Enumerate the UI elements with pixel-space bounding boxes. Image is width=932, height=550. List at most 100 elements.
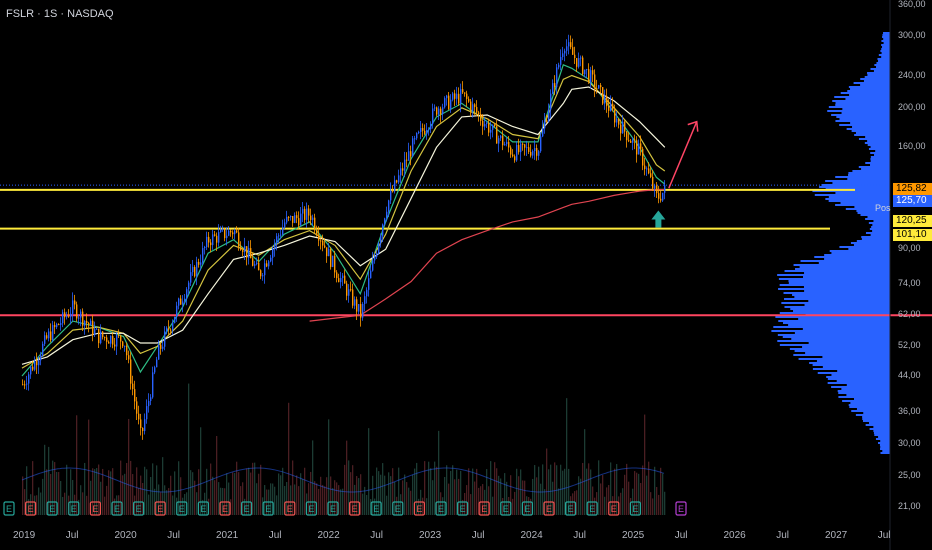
earnings-marker-frame [457, 501, 469, 516]
volume-bar [412, 474, 414, 515]
volume-bar [432, 480, 434, 515]
candle-body [268, 261, 270, 267]
earnings-marker[interactable]: E [457, 501, 469, 516]
volume-profile-bar [841, 388, 890, 390]
time-tick-label: 2024 [520, 530, 543, 541]
volume-profile-bar [793, 264, 890, 266]
volume-profile-bar [865, 162, 890, 164]
candle-body [212, 234, 214, 246]
volume-bar [578, 476, 580, 515]
earnings-marker[interactable]: E [46, 501, 58, 516]
volume-profile-bar [864, 142, 890, 144]
earnings-marker[interactable]: E [521, 501, 534, 516]
candle-body [404, 159, 406, 171]
volume-profile-bar [865, 218, 890, 220]
earnings-marker-frame [586, 501, 598, 516]
volume-profile-bar [826, 376, 890, 378]
candle-body [166, 327, 168, 332]
volume-bar [408, 487, 410, 515]
volume-bar [28, 499, 30, 515]
candle-body [570, 42, 572, 48]
earnings-marker[interactable]: E [478, 501, 490, 516]
volume-bar [646, 475, 648, 515]
candle-body [98, 328, 100, 344]
candle-body [392, 190, 394, 192]
earnings-marker-label: E [244, 504, 250, 514]
earnings-marker-label: E [503, 504, 509, 514]
volume-profile-bar [845, 208, 890, 210]
volume-profile-bar [791, 338, 890, 340]
earnings-marker[interactable]: E [349, 501, 361, 516]
volume-bar [112, 468, 114, 515]
volume-bar [400, 494, 402, 515]
earnings-marker[interactable]: E [500, 501, 512, 516]
annotations[interactable] [651, 120, 699, 228]
earnings-marker[interactable]: E [629, 501, 642, 516]
earnings-marker[interactable]: E [219, 501, 231, 516]
earnings-marker[interactable]: E [305, 501, 317, 516]
earnings-marker[interactable]: E [197, 501, 209, 516]
volume-bar [136, 467, 138, 515]
volume-bar [538, 466, 540, 515]
volume-bar [202, 499, 204, 515]
earnings-marker[interactable]: E [327, 501, 339, 516]
earnings-marker[interactable]: E [133, 501, 145, 516]
candle-body [478, 112, 480, 114]
volume-bar [246, 468, 248, 515]
volume-bar [46, 469, 48, 515]
earnings-marker[interactable]: E [176, 501, 188, 516]
earnings-marker-frame [349, 501, 361, 516]
candle-body [156, 359, 158, 368]
candle-body [70, 313, 72, 317]
volume-profile-bar [879, 444, 890, 446]
candle-body [36, 360, 38, 366]
earnings-marker[interactable]: E [89, 501, 102, 516]
volume-bar [660, 467, 662, 515]
volume-profile-bar [882, 46, 890, 48]
candle-body [134, 389, 136, 402]
volume-profile-bar [835, 104, 890, 106]
earnings-marker[interactable]: E [154, 501, 166, 516]
earnings-marker[interactable]: E [241, 501, 253, 516]
volume-profile-bar [880, 446, 890, 448]
volume-bar [610, 462, 612, 515]
volume-profile-bar [794, 296, 890, 298]
earnings-marker[interactable]: E [413, 501, 425, 516]
volume-profile-bar [863, 412, 890, 414]
earnings-marker[interactable]: E [3, 501, 15, 516]
earnings-marker-frame [262, 501, 274, 516]
earnings-marker[interactable]: E [262, 501, 274, 516]
earnings-marker[interactable]: E [608, 501, 620, 516]
earnings-marker[interactable]: E [370, 501, 382, 516]
candle-body [512, 154, 514, 157]
earnings-marker[interactable]: E [543, 501, 555, 516]
candle-body [22, 384, 24, 386]
earnings-marker[interactable]: E [392, 501, 404, 516]
earnings-marker-label: E [179, 504, 185, 514]
volume-profile-bar [881, 48, 890, 50]
earnings-marker[interactable]: E [564, 501, 577, 516]
volume-profile-bar [878, 442, 890, 444]
earnings-marker[interactable]: E [68, 501, 80, 516]
candle-body [104, 337, 106, 339]
volume-bar [256, 483, 258, 515]
horizontal-levels[interactable] [0, 184, 932, 317]
up-arrow-icon[interactable] [651, 210, 666, 228]
earnings-marker[interactable]: E [675, 501, 687, 516]
projection-arrow[interactable] [668, 121, 698, 189]
earnings-marker[interactable]: E [25, 501, 37, 516]
volume-bar [518, 476, 520, 515]
candle-body [160, 344, 162, 349]
candle-body [588, 69, 590, 83]
symbol-title[interactable]: FSLR · 1S · NASDAQ [6, 8, 114, 20]
earnings-marker[interactable]: E [586, 501, 598, 516]
volume-profile-bar [838, 396, 890, 398]
candle-body [96, 328, 98, 330]
earnings-marker[interactable]: E [284, 501, 296, 516]
volume-bar [210, 463, 212, 515]
earnings-marker[interactable]: E [435, 501, 447, 516]
volume-profile-bar [870, 152, 890, 154]
earnings-marker[interactable]: E [111, 501, 123, 516]
